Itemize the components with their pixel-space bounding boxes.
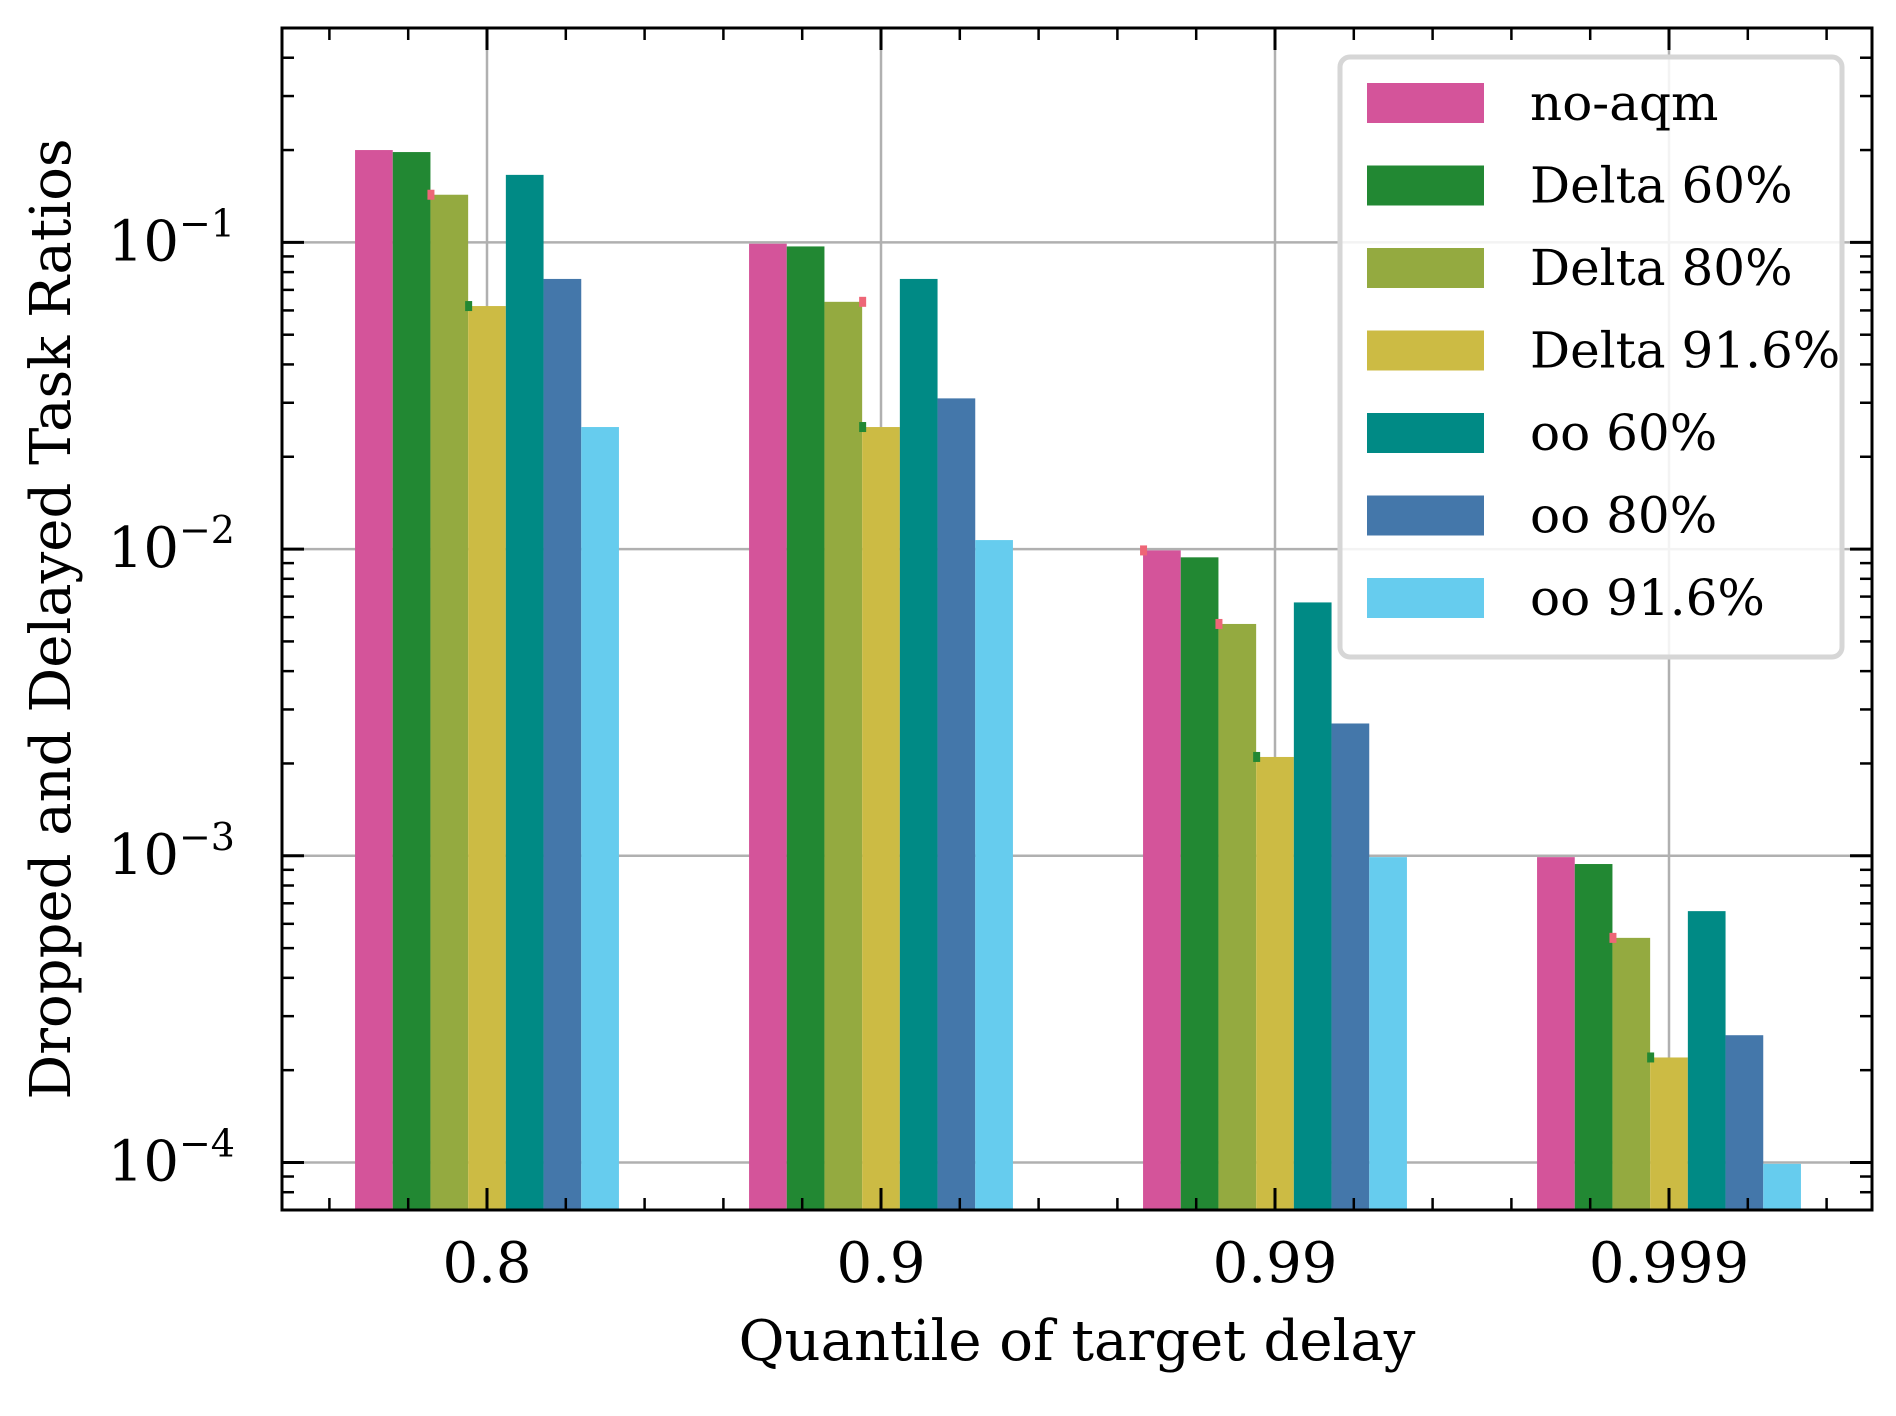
legend-label: oo 60% [1530, 404, 1717, 462]
error-marker [1140, 545, 1148, 556]
bar [749, 243, 787, 1211]
bar [1650, 1057, 1688, 1210]
error-marker [427, 189, 435, 200]
bar [937, 398, 976, 1211]
bar [543, 278, 582, 1211]
error-marker [1253, 751, 1261, 762]
bar [355, 150, 393, 1210]
x-tick-label: 0.8 [442, 1231, 531, 1296]
bar [1763, 1163, 1801, 1210]
x-tick-label: 0.99 [1213, 1231, 1338, 1296]
y-tick-exponent: −2 [179, 508, 235, 552]
bar [1143, 550, 1181, 1210]
bar [1725, 1035, 1764, 1210]
bar [468, 306, 506, 1211]
bar [1687, 911, 1726, 1210]
bar [1256, 756, 1294, 1210]
y-tick-label: 10−3 [108, 815, 235, 888]
y-tick-label: 10−4 [108, 1121, 235, 1194]
bar [1574, 864, 1613, 1210]
error-marker [1647, 1052, 1655, 1063]
y-tick-base: 10 [108, 516, 179, 581]
bar [1180, 557, 1219, 1210]
bar [1537, 857, 1575, 1210]
y-tick-exponent: −4 [179, 1121, 235, 1165]
bar [1331, 723, 1370, 1210]
y-tick-label: 10−1 [108, 201, 235, 274]
legend-swatch [1367, 495, 1484, 536]
legend-label: Delta 60% [1530, 157, 1793, 215]
y-axis-label: Dropped and Delayed Task Ratios [19, 138, 84, 1099]
axes-frame [280, 26, 1874, 1212]
bars [355, 150, 1801, 1211]
axis-ticks [282, 26, 1872, 1212]
bar [862, 427, 900, 1210]
error-marker [465, 301, 473, 312]
legend-label: Delta 80% [1530, 239, 1793, 297]
legend-swatch [1367, 330, 1484, 371]
legend-swatch [1367, 413, 1484, 453]
error-marker [859, 296, 867, 307]
x-tick-label: 0.9 [836, 1231, 925, 1296]
legend-swatch [1367, 578, 1484, 618]
bar [786, 246, 825, 1210]
legend-swatch [1367, 83, 1484, 123]
legend-swatch [1367, 248, 1484, 288]
bar [824, 301, 863, 1210]
legend-label: oo 80% [1530, 487, 1717, 545]
bar [430, 194, 469, 1211]
y-tick-label: 10−2 [108, 508, 235, 581]
bar [1293, 602, 1332, 1210]
legend-label: Delta 91.6% [1530, 322, 1840, 380]
y-tick-base: 10 [108, 1129, 179, 1194]
bar [1369, 857, 1407, 1210]
bar [392, 152, 431, 1211]
legend-label: no-aqm [1530, 74, 1718, 132]
error-marker [1609, 932, 1617, 943]
y-tick-base: 10 [108, 823, 179, 888]
bar [505, 174, 544, 1210]
bar [581, 427, 619, 1210]
x-tick-label: 0.999 [1589, 1231, 1749, 1296]
legend-label: oo 91.6% [1530, 569, 1765, 627]
bar [1218, 623, 1257, 1210]
error-marker [859, 422, 867, 433]
y-tick-base: 10 [108, 209, 179, 274]
y-tick-exponent: −1 [179, 201, 235, 245]
legend: no-aqm Delta 60% Delta 80% Delta 91.6% oo 60… [1337, 54, 1845, 660]
bar [899, 278, 938, 1211]
error-marker [1215, 618, 1223, 629]
legend-swatch [1367, 165, 1484, 206]
y-tick-exponent: −3 [179, 815, 235, 859]
x-axis-label: Quantile of target delay [739, 1309, 1416, 1374]
bar [975, 540, 1013, 1210]
bar [1612, 937, 1651, 1210]
